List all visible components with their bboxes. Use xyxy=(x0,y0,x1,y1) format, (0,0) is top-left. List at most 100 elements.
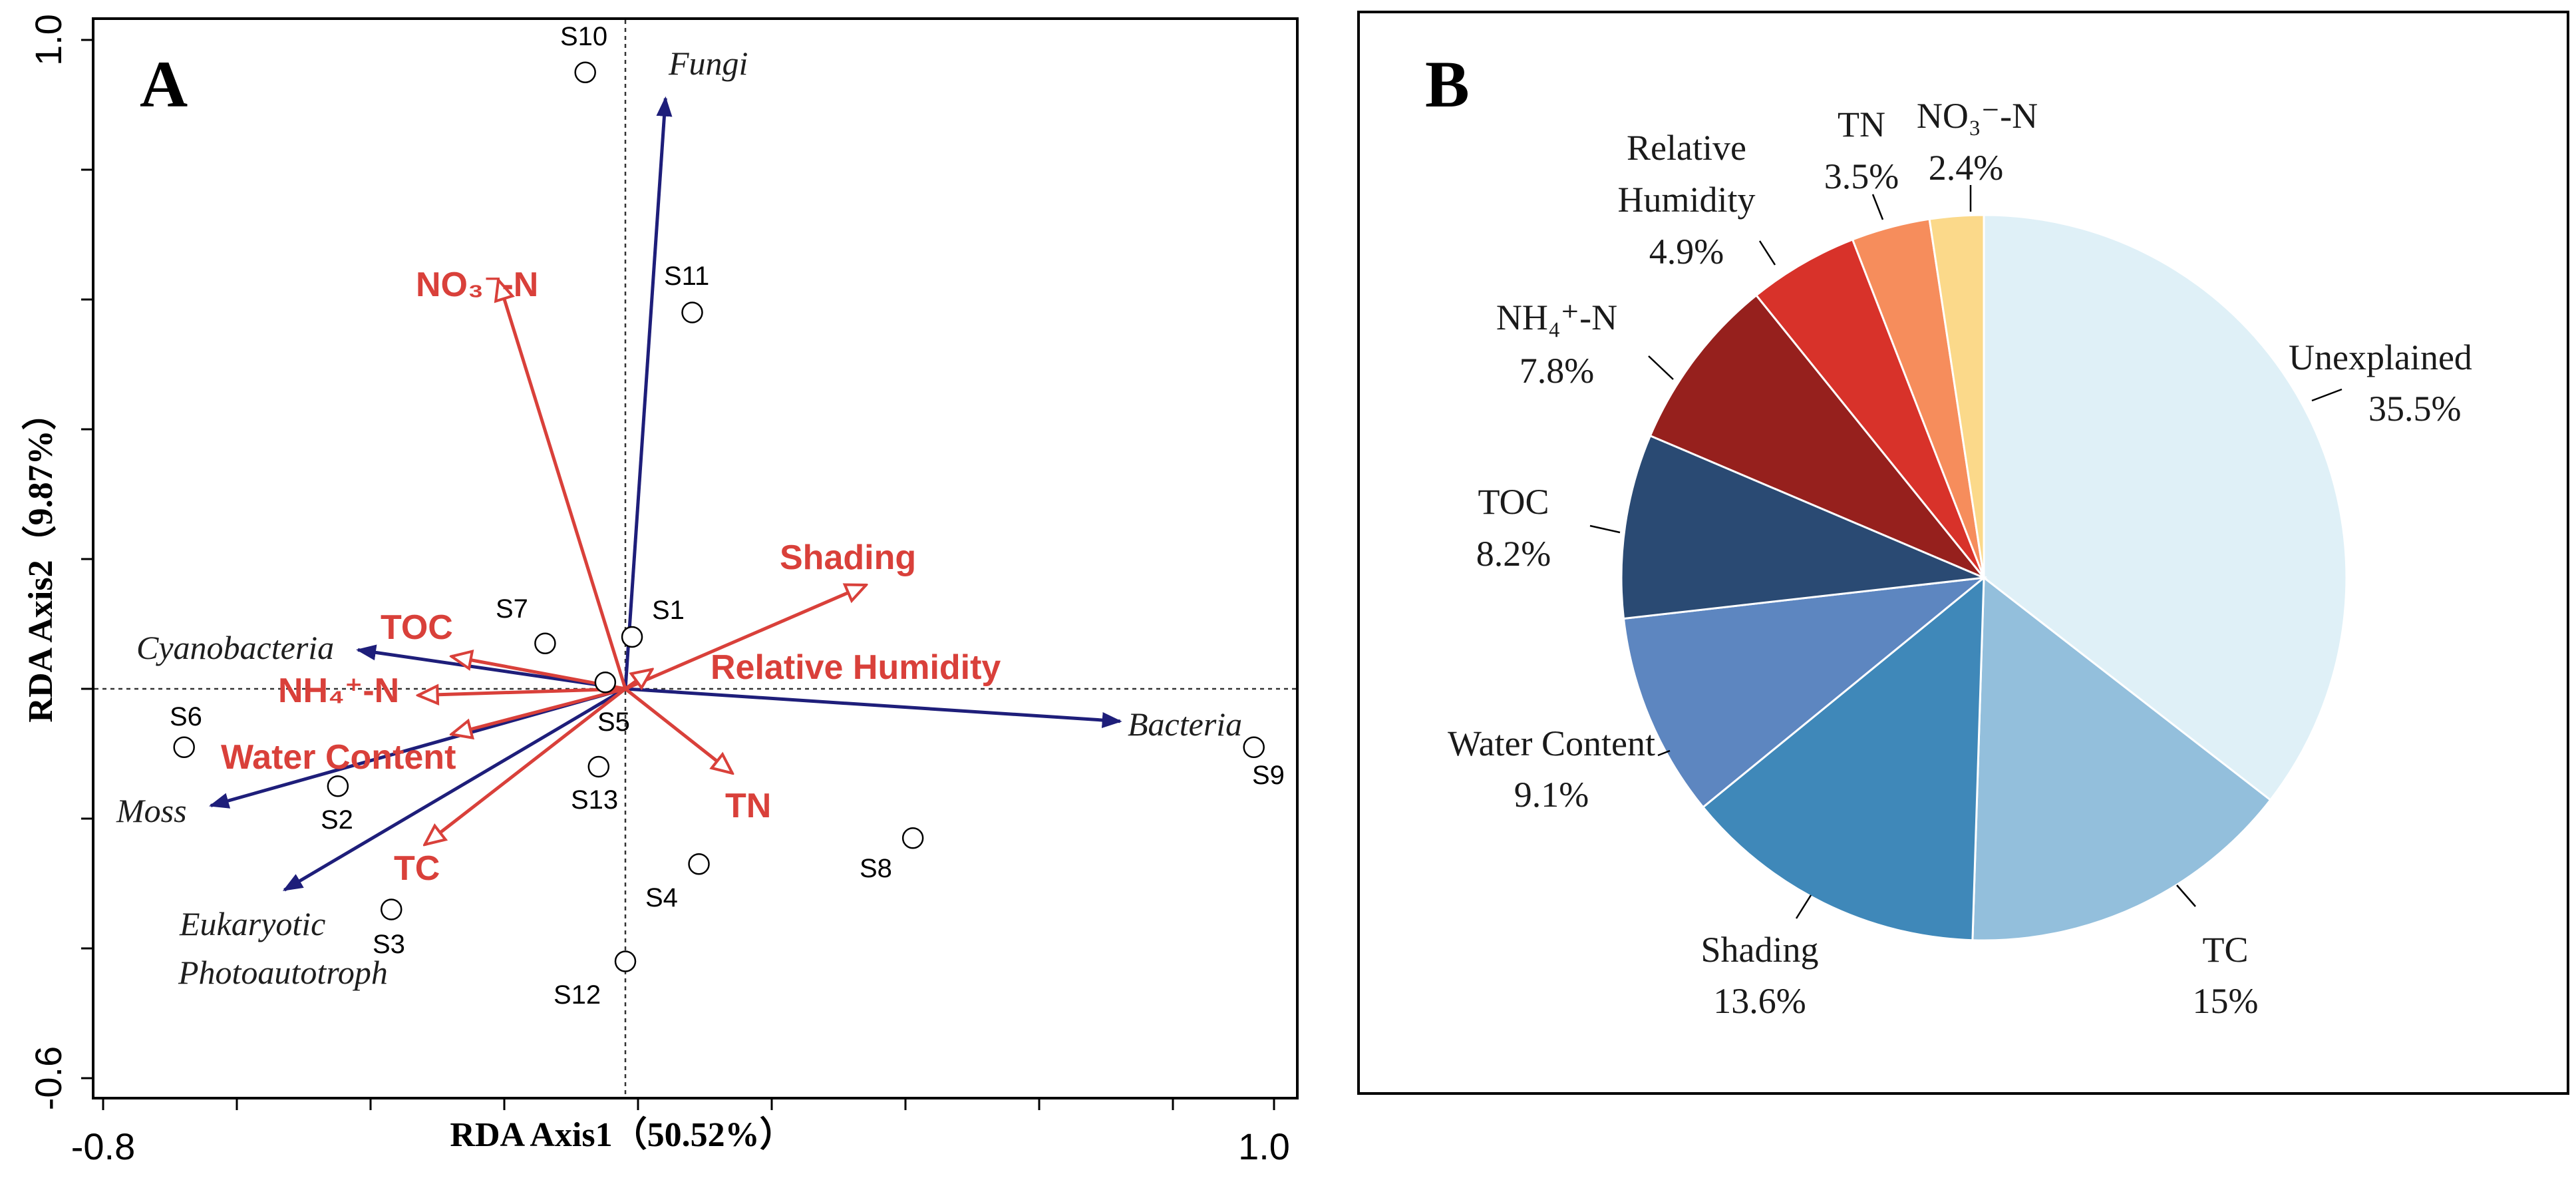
sample-label-s3: S3 xyxy=(373,930,405,959)
sample-point-s5 xyxy=(594,672,617,693)
sample-label-s11: S11 xyxy=(664,262,709,291)
bacteria-label: Bacteria xyxy=(1128,705,1242,743)
pie-value-tn: 3.5% xyxy=(1824,156,1899,196)
sample-label-s12: S12 xyxy=(554,980,601,1010)
sample-point-s10 xyxy=(574,61,596,83)
tn-arrow xyxy=(624,688,732,773)
pie-value-relative-humidity: 4.9% xyxy=(1649,232,1724,272)
panel-b: B Unexplained 35.5% xyxy=(1357,11,2569,1095)
sample-labels: S1 S2 S3 S4 S5 S6 S7 S8 S9 S10 S11 S12 S… xyxy=(170,22,1285,1010)
nh4-label: NH₄⁺-N xyxy=(278,672,399,710)
pie-value-no3: 2.4% xyxy=(1929,148,2003,188)
sample-point-s9 xyxy=(1243,736,1265,758)
pie-name-nh4: NH₄⁺-N xyxy=(1496,297,1617,337)
fungi-arrow xyxy=(623,96,673,690)
sample-label-s8: S8 xyxy=(860,854,892,883)
pie-leader-lines xyxy=(1589,185,2342,919)
sample-points xyxy=(173,61,1265,972)
water-content-arrow xyxy=(452,687,626,734)
photoautotroph-label: Photoautotroph xyxy=(178,954,388,991)
tc-label: TC xyxy=(394,849,440,888)
sample-point-s12 xyxy=(614,950,637,972)
cyanobacteria-arrow xyxy=(356,644,626,691)
sample-label-s4: S4 xyxy=(645,883,678,912)
sample-label-s2: S2 xyxy=(321,805,353,835)
no3-label: NO₃⁻-N xyxy=(416,266,538,304)
pie-value-nh4: 7.8% xyxy=(1520,351,1594,391)
pie-value-shading: 13.6% xyxy=(1713,981,1806,1021)
sample-point-s13 xyxy=(587,755,610,778)
pie-name-relative-humidity-2: Humidity xyxy=(1617,180,1755,220)
no3-arrow xyxy=(498,280,627,690)
pie-name-shading: Shading xyxy=(1700,930,1818,970)
sample-point-s3 xyxy=(381,898,402,920)
fungi-label: Fungi xyxy=(668,45,748,82)
panel-a: A -0.8 1.0 -0.6 1.0 RDA Axis1（50.52%） RD… xyxy=(21,14,1299,1167)
pie-name-toc: TOC xyxy=(1478,482,1549,522)
shading-arrow xyxy=(625,585,866,691)
shading-label: Shading xyxy=(780,538,916,577)
pie-name-relative-humidity-1: Relative xyxy=(1627,128,1746,168)
sample-label-s10: S10 xyxy=(560,22,607,51)
sample-label-s9: S9 xyxy=(1252,761,1285,790)
sample-point-s1 xyxy=(621,626,643,648)
bacteria-arrow xyxy=(625,687,1122,728)
pie-slices xyxy=(1620,214,2348,942)
cyanobacteria-label: Cyanobacteria xyxy=(136,629,334,666)
relative-humidity-arrow xyxy=(624,670,652,689)
y-tick-label: -0.6 xyxy=(27,1046,69,1111)
toc-label: TOC xyxy=(381,608,453,647)
y-axis-title: RDA Axis2（9.87%） xyxy=(21,395,60,722)
sample-point-s2 xyxy=(327,775,349,797)
x-axis xyxy=(102,1098,1275,1110)
pie-slice-shading xyxy=(1701,575,1985,942)
sample-point-s7 xyxy=(534,632,556,654)
sample-label-s13: S13 xyxy=(571,785,618,815)
sample-point-s4 xyxy=(688,853,710,875)
pie-slice-no3 xyxy=(1928,214,1985,578)
eukaryotic-label: Eukaryotic xyxy=(179,905,325,942)
relative-humidity-label: Relative Humidity xyxy=(711,648,1001,687)
panel-b-frame xyxy=(1357,11,2569,1095)
tn-label: TN xyxy=(725,787,771,825)
pie-name-no3: NO₃⁻-N xyxy=(1917,96,2038,136)
eukaryotic-arrow xyxy=(282,687,627,892)
nh4-arrow xyxy=(418,689,626,695)
pie-slice-unexplained xyxy=(1983,214,2348,802)
species-labels: Fungi Cyanobacteria Bacteria Moss Eukary… xyxy=(116,45,1242,991)
y-tick-label: 1.0 xyxy=(27,14,69,66)
pie-labels: Unexplained 35.5% TC 15% Shading 13.6% W… xyxy=(1448,96,2472,1021)
sample-label-s1: S1 xyxy=(652,596,685,625)
pie-slice-nh4 xyxy=(1649,294,1985,579)
y-axis xyxy=(81,39,93,1080)
x-tick-label: 1.0 xyxy=(1238,1125,1290,1167)
pie-slice-relative-humidity xyxy=(1754,238,1985,578)
moss-label: Moss xyxy=(116,792,187,829)
pie-value-unexplained: 35.5% xyxy=(2368,389,2461,429)
water-content-label: Water Content xyxy=(221,738,456,777)
pie-slice-water-content xyxy=(1622,576,1987,809)
x-tick-label: -0.8 xyxy=(71,1125,136,1167)
sample-point-s8 xyxy=(901,827,924,849)
pie-name-unexplained: Unexplained xyxy=(2289,337,2472,377)
panel-b-label: B xyxy=(1425,47,1470,121)
pie-slice-toc xyxy=(1620,434,1988,620)
pie-value-tc: 15% xyxy=(2193,981,2259,1021)
pie-name-tn: TN xyxy=(1838,104,1885,144)
sample-label-s5: S5 xyxy=(597,707,630,737)
tc-arrow xyxy=(425,688,627,845)
sample-label-s6: S6 xyxy=(170,702,202,731)
panel-a-label: A xyxy=(140,47,188,121)
sample-point-s11 xyxy=(681,301,703,323)
pie-slice-tc xyxy=(1971,576,2272,942)
sample-point-s6 xyxy=(173,736,195,758)
pie-value-toc: 8.2% xyxy=(1476,534,1551,574)
pie-name-tc: TC xyxy=(2202,930,2248,970)
species-arrows xyxy=(209,96,1122,892)
pie-name-water-content: Water Content xyxy=(1448,723,1655,763)
pie-value-water-content: 9.1% xyxy=(1514,775,1589,815)
sample-label-s7: S7 xyxy=(496,594,528,624)
x-axis-title: RDA Axis1（50.52%） xyxy=(450,1115,794,1154)
environment-labels: NO₃⁻-N Shading TOC NH₄⁺-N Relative Humid… xyxy=(221,266,1001,888)
